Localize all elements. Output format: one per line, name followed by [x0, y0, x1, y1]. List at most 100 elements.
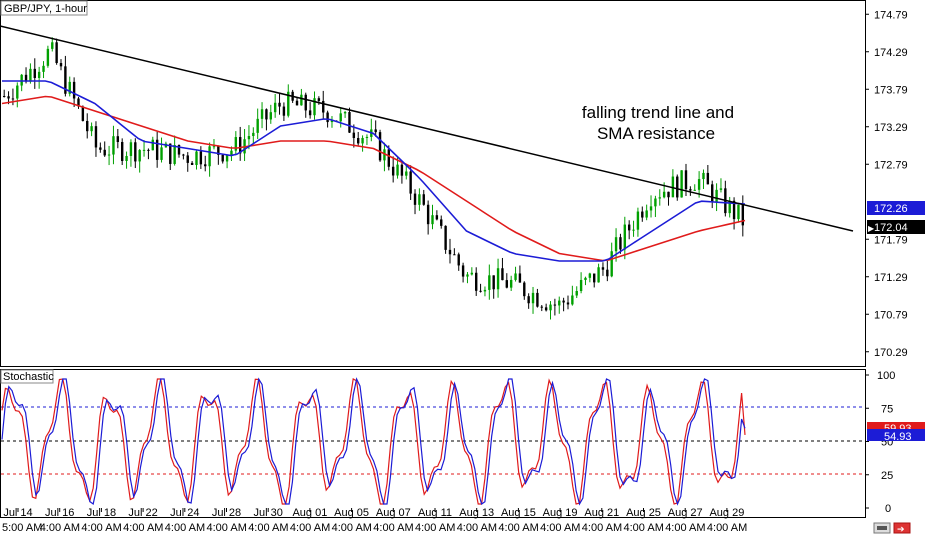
- candle-body: [579, 280, 583, 292]
- annotation-line-2: SMA resistance: [597, 124, 715, 143]
- candle-body: [199, 151, 203, 165]
- sma-price-badge: 172.26: [867, 201, 925, 215]
- candle-body: [475, 272, 478, 291]
- candle-body: [584, 277, 587, 281]
- candle-body: [190, 162, 194, 166]
- candle-body: [645, 210, 648, 218]
- candle-body: [99, 147, 102, 150]
- candle-body: [697, 179, 701, 190]
- candle-body: [186, 155, 189, 163]
- candle-body: [59, 63, 63, 67]
- candle-body: [391, 166, 395, 176]
- candle-body: [610, 251, 613, 277]
- time-label: 4:00 AM: [207, 522, 247, 534]
- candle-body: [173, 145, 176, 164]
- candle-body: [654, 198, 657, 207]
- candle-body: [86, 120, 89, 132]
- candle-body: [142, 149, 146, 151]
- candle-body: [627, 224, 631, 231]
- candle-body: [195, 151, 198, 166]
- falling-trend-line[interactable]: [0, 25, 854, 232]
- candle-body: [326, 112, 329, 123]
- candle-body: [378, 132, 382, 161]
- candle-body: [562, 300, 565, 303]
- candle-body: [81, 106, 85, 121]
- candle-body: [339, 113, 342, 122]
- stoch-d-value: 54.93: [884, 431, 912, 443]
- price-axis: 174.79 174.29 173.79 173.29 172.79 171.79 171.…: [865, 9, 908, 359]
- candle-body: [169, 143, 172, 164]
- candle-body: [566, 302, 570, 305]
- candle-body: [230, 150, 233, 155]
- stoch-tick-label: 100: [877, 370, 895, 382]
- candle-body: [256, 118, 259, 133]
- date-label: Aug 11: [418, 507, 452, 519]
- candle-body: [247, 136, 251, 140]
- price-tick-label: 174.29: [874, 47, 908, 59]
- candle-body: [147, 149, 150, 151]
- date-label: Aug 27: [668, 507, 703, 519]
- stochastic-title-box: Stochastic: [0, 369, 54, 384]
- main-chart-frame[interactable]: [0, 0, 866, 367]
- candle-body: [418, 194, 421, 205]
- stoch-tick-label: 0: [885, 503, 891, 515]
- time-label: 4:00 AM: [540, 522, 580, 534]
- time-label: 4:00 AM: [373, 522, 413, 534]
- candle-body: [357, 138, 360, 144]
- candle-body: [632, 229, 635, 231]
- time-label: 4:00 AM: [707, 522, 747, 534]
- candle-body: [238, 137, 242, 154]
- candle-body: [680, 170, 683, 198]
- candle-body: [29, 68, 32, 82]
- sma-slow-line: [1, 95, 746, 262]
- date-label: Aug 05: [334, 507, 369, 519]
- candle-body: [614, 237, 618, 252]
- time-label: 4:00 AM: [624, 522, 664, 534]
- candle-body: [732, 200, 736, 220]
- candle-body: [523, 282, 526, 297]
- candle-body: [479, 290, 482, 292]
- candle-body: [72, 81, 76, 99]
- candle-body: [343, 112, 347, 114]
- candle-body: [273, 102, 277, 113]
- candle-body: [400, 164, 404, 176]
- candle-body: [496, 268, 500, 290]
- scroll-toggle-icon[interactable]: [873, 522, 891, 534]
- stoch-tick-label: 25: [881, 470, 893, 482]
- stoch-d-badge: 54.93: [867, 429, 925, 443]
- date-label: Jul 14: [3, 507, 32, 519]
- candle-body: [435, 215, 439, 220]
- candle-body: [42, 65, 45, 72]
- candle-body: [448, 249, 452, 255]
- annotation-line-1: falling trend line and: [582, 103, 734, 122]
- candle-body: [304, 94, 307, 111]
- candle-body: [282, 106, 286, 116]
- candle-body: [278, 102, 281, 107]
- candle-body: [24, 74, 28, 82]
- candle-body: [636, 211, 640, 230]
- candle-body: [514, 273, 517, 280]
- candle-body: [540, 306, 543, 308]
- time-label: 4:00 AM: [81, 522, 121, 534]
- candle-body: [212, 146, 216, 148]
- candle-body: [619, 237, 622, 250]
- candle-body: [505, 280, 509, 288]
- candle-body: [94, 126, 98, 148]
- candle-body: [77, 98, 80, 107]
- candle-body: [221, 154, 224, 162]
- candle-body: [317, 98, 321, 101]
- time-label: 5:00 AM: [2, 522, 42, 534]
- price-tick-label: 171.29: [874, 272, 908, 284]
- date-label: Aug 29: [709, 507, 744, 519]
- auto-scroll-arrow-icon[interactable]: ➔: [893, 522, 911, 535]
- candle-body: [374, 129, 377, 133]
- candle-body: [715, 189, 718, 203]
- candle-body: [509, 279, 513, 288]
- date-label: Jul 18: [87, 507, 116, 519]
- candle-body: [426, 204, 430, 225]
- candle-body: [64, 66, 67, 94]
- candle-body: [269, 112, 272, 120]
- candle-body: [597, 267, 600, 283]
- candle-body: [641, 211, 644, 218]
